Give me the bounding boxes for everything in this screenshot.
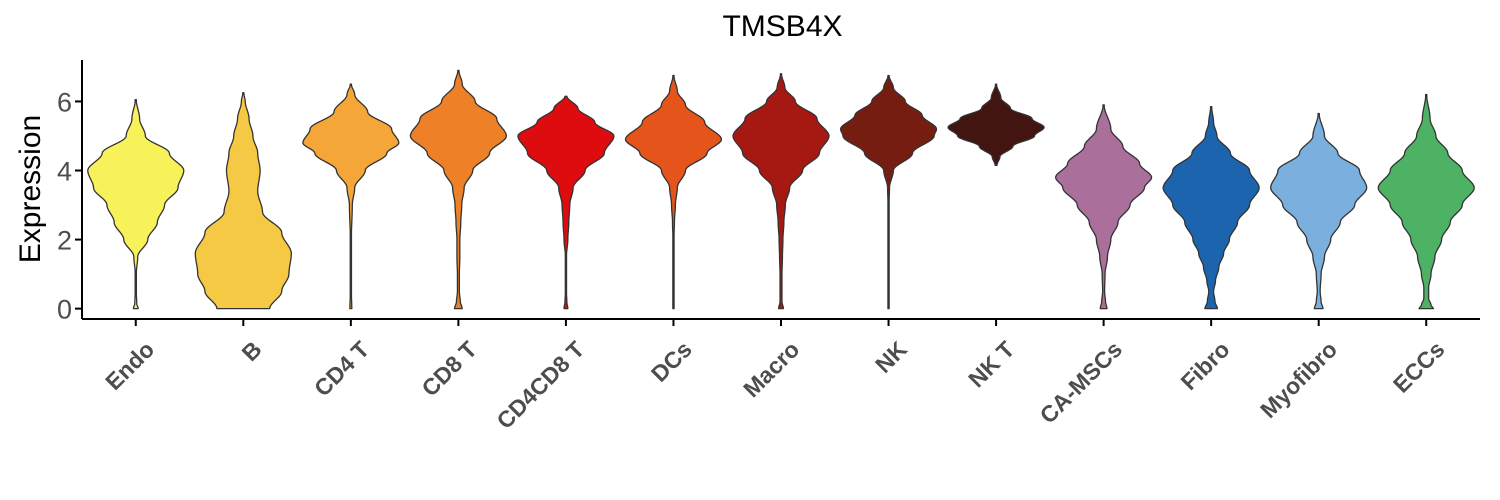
y-tick-label: 0 (57, 295, 72, 325)
violin-cd4-t (302, 83, 400, 310)
violin-dcs (624, 74, 723, 310)
violin-nk-t (947, 83, 1045, 166)
x-tick-label: B (237, 336, 267, 366)
x-tick-label: Macro (738, 336, 804, 402)
x-ticks-layer: Endo B CD4 T CD8 T CD4CD8 T DCs Macro NK NK T CA-… (100, 319, 1450, 434)
y-tick-label: 6 (57, 87, 72, 117)
violin-myofibro (1270, 112, 1368, 310)
x-tick-label: CD4CD8 T (491, 336, 589, 434)
x-tick-label: Fibro (1176, 336, 1235, 395)
y-ticks-layer: 0 2 4 6 (57, 87, 82, 325)
violin-eccs (1377, 93, 1475, 310)
violin-cd4cd8-t (517, 95, 615, 310)
x-tick-label: NK T (963, 336, 1019, 392)
violin-ca-mscs (1054, 104, 1153, 310)
violin-fibro (1162, 105, 1260, 310)
violins-layer (87, 69, 1475, 310)
violin-macro (732, 73, 830, 310)
chart-title: TMSB4X (722, 10, 843, 43)
x-tick-label: CD8 T (416, 336, 481, 401)
y-tick-label: 2 (57, 226, 72, 256)
violin-nk (839, 74, 938, 310)
violin-endo (87, 99, 185, 310)
violin-cd8-t (409, 69, 508, 310)
y-tick-label: 4 (57, 157, 72, 187)
violin-b (194, 92, 292, 310)
x-tick-label: ECCs (1388, 336, 1450, 398)
x-tick-label: Endo (100, 336, 159, 395)
x-tick-label: CA-MSCs (1035, 336, 1127, 428)
x-tick-label: Myofibro (1255, 336, 1342, 423)
x-tick-label: CD4 T (309, 336, 374, 401)
x-tick-label: DCs (646, 336, 697, 387)
x-tick-label: NK (870, 336, 912, 378)
